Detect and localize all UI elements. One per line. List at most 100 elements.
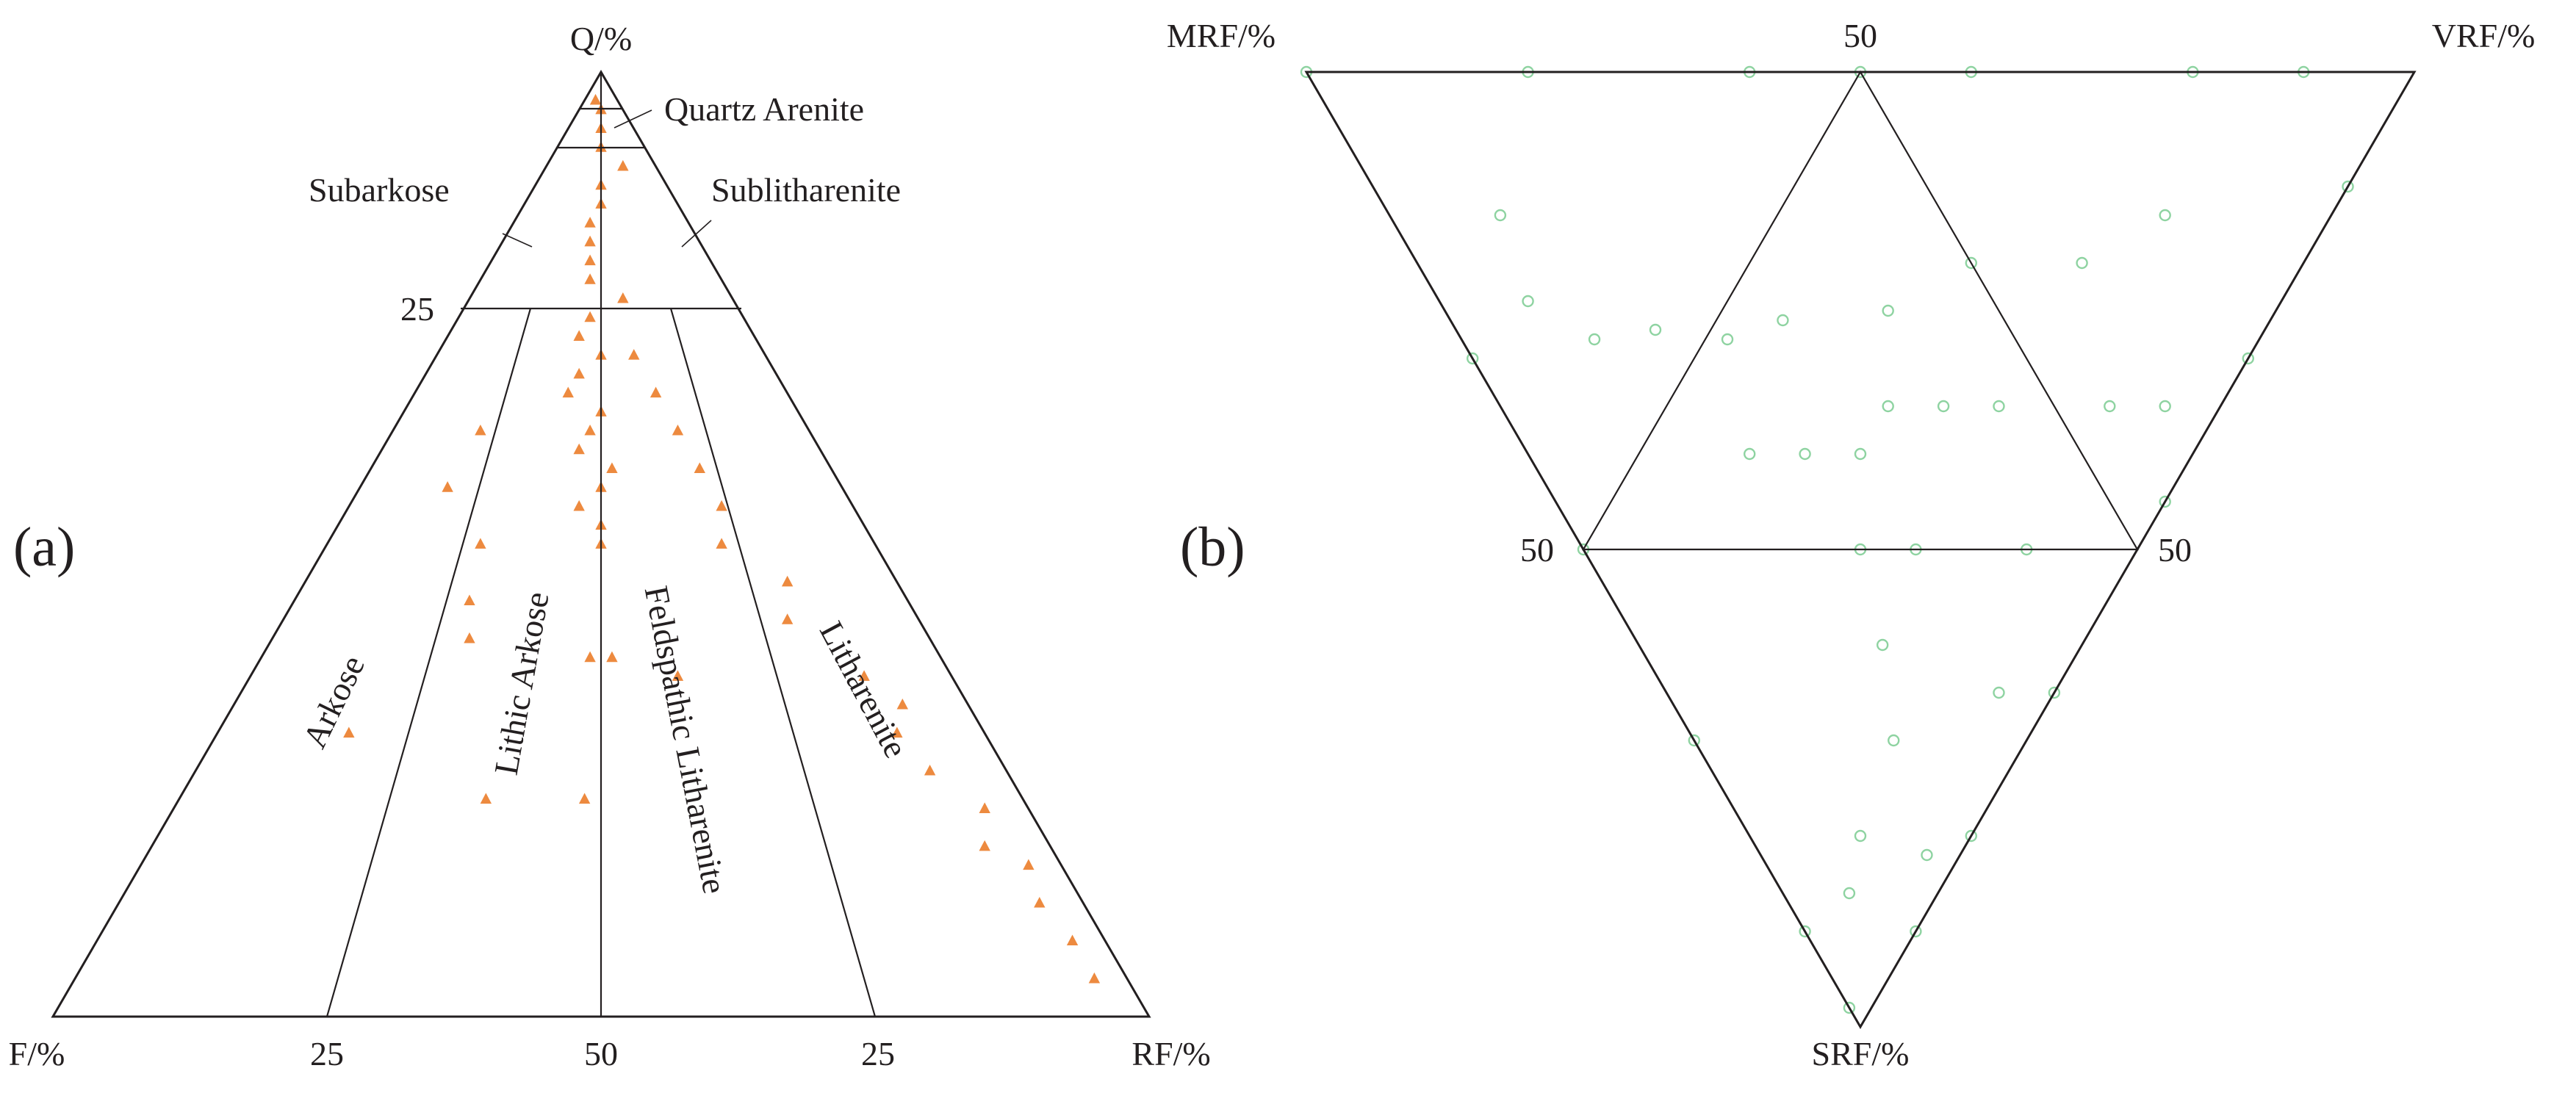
panel-b-point: [1743, 447, 1756, 461]
panel-a-right-split: [669, 308, 877, 1017]
panel-b-point: [1588, 333, 1601, 346]
panel-a-tick-base-left: 25: [310, 1035, 344, 1072]
field-lithic-arkose: Lithic Arkose: [487, 589, 556, 778]
panel-b-tick-right: 50: [2158, 531, 2192, 569]
panel-b-point: [1522, 295, 1534, 308]
panel-a-point: [924, 764, 936, 776]
panel-b-point: [1910, 925, 1922, 938]
panel-a-point: [979, 840, 990, 851]
panel-a-point: [650, 386, 662, 398]
panel-b-point: [1876, 638, 1889, 652]
panel-b-point: [2342, 180, 2354, 193]
panel-b-label: (b): [1180, 516, 1245, 578]
panel-a-point: [716, 538, 727, 549]
panel-a-tick-q25: 25: [400, 290, 434, 328]
panel-a-point: [606, 462, 618, 473]
panel-a-qfr-ternary: (a) Q/% F/% RF/% 25 25 50 25 Quartz Aren…: [9, 20, 1211, 1072]
panel-a-point: [1034, 897, 1046, 908]
panel-a-point: [781, 575, 794, 587]
subarkose-leader: [502, 233, 533, 248]
panel-a-point: [617, 292, 629, 303]
panel-a-point: [672, 670, 684, 681]
panel-b-point: [2104, 400, 2116, 413]
field-sublitharenite: Sublitharenite: [711, 171, 901, 209]
panel-a-point: [584, 235, 596, 247]
panel-b-point: [2159, 400, 2171, 413]
panel-b-point: [1466, 352, 1479, 365]
panel-a-point: [584, 254, 596, 266]
panel-a-point: [573, 330, 585, 341]
panel-a-point: [606, 651, 618, 663]
panel-b-point: [1799, 447, 1811, 461]
panel-b-point: [2159, 495, 2171, 508]
panel-a-point: [464, 632, 475, 643]
panel-a-point: [858, 670, 870, 681]
panel-a-point: [584, 311, 596, 322]
panel-a-point: [475, 538, 486, 549]
panel-a-point: [578, 793, 591, 804]
panel-a-point: [584, 651, 596, 663]
field-quartz-arenite: Quartz Arenite: [664, 90, 864, 128]
panel-b-point: [1965, 256, 1978, 270]
panel-a-point: [694, 462, 705, 473]
field-litharenite: Litharenite: [813, 616, 915, 764]
panel-b-apex-vrf: VRF/%: [2432, 17, 2536, 54]
panel-b-inner-triangle: [1582, 70, 2139, 551]
panel-b-point: [1921, 848, 1933, 862]
panel-a-point: [891, 726, 903, 738]
panel-a-point: [979, 802, 990, 813]
panel-a-point: [584, 425, 596, 436]
panel-a-point: [584, 273, 596, 284]
panel-a-apex-q: Q/%: [570, 20, 632, 57]
panel-b-point: [1993, 686, 2005, 699]
field-subarkose: Subarkose: [309, 171, 450, 209]
panel-b-point: [1854, 829, 1867, 843]
panel-a-point: [442, 481, 453, 492]
panel-a-apex-f: F/%: [9, 1035, 65, 1072]
panel-b-apex-srf: SRF/%: [1812, 1035, 1910, 1072]
panel-a-tick-base-right: 25: [861, 1035, 895, 1072]
panel-b-point: [1882, 400, 1894, 413]
panel-a-point: [343, 726, 355, 738]
sublitharenite-leader: [681, 220, 712, 248]
panel-b-point: [2242, 352, 2255, 365]
panel-a-point: [1023, 859, 1035, 870]
panel-a-point: [464, 594, 475, 606]
panel-a-point: [562, 386, 574, 398]
panel-b-point: [1777, 314, 1789, 327]
panel-a-tick-base-mid: 50: [584, 1035, 618, 1072]
panel-a-point: [617, 159, 629, 171]
quartz-arenite-leader: [614, 109, 652, 129]
panel-b-point: [1494, 209, 1507, 222]
panel-b-apex-mrf: MRF/%: [1167, 17, 1276, 54]
panel-a-apex-rf: RF/%: [1132, 1035, 1210, 1072]
field-arkose: Arkose: [295, 649, 372, 754]
panel-b-point: [2159, 209, 2171, 222]
panel-a-point: [589, 93, 602, 105]
panel-a-point: [1066, 934, 1079, 945]
panel-b-tick-top: 50: [1843, 17, 1877, 54]
panel-a-point: [573, 443, 585, 455]
panel-b-point: [1843, 887, 1856, 900]
panel-a-point: [628, 349, 640, 360]
panel-a-point: [781, 613, 794, 624]
panel-a-point: [573, 367, 585, 379]
panel-a-point: [1088, 972, 1101, 984]
panel-b-point: [1721, 333, 1734, 346]
panel-a-point: [716, 499, 727, 511]
field-feldspathic-litharenite: Feldspathic Litharenite: [638, 582, 734, 896]
panel-b-points: [1300, 65, 2354, 1014]
panel-b-point: [1799, 925, 1811, 938]
panel-b-point: [2048, 686, 2061, 699]
panel-a-point: [584, 217, 596, 228]
panel-a-point: [672, 425, 684, 436]
panel-b-point: [1649, 323, 1662, 336]
panel-b-rock-fragment-ternary: (b) MRF/% VRF/% SRF/% 50 50 50: [1167, 17, 2535, 1072]
panel-a-label: (a): [13, 516, 75, 578]
panel-b-point: [1843, 1001, 1856, 1014]
panel-a-point: [573, 499, 585, 511]
panel-b-point: [1854, 447, 1867, 461]
panel-b-point: [1882, 304, 1894, 317]
panel-a-point: [896, 698, 908, 710]
